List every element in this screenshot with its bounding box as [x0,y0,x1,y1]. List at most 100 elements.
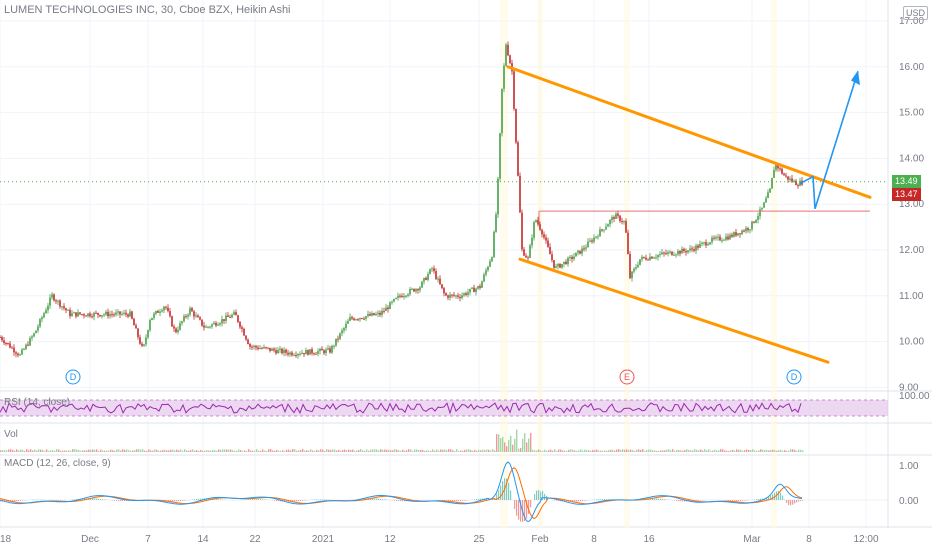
volume-bar [596,449,597,452]
volume-bar [208,451,209,452]
volume-bar [382,450,383,452]
volume-bar [594,450,595,452]
volume-bar [264,451,265,452]
volume-bar [792,449,793,452]
candle-body [567,258,569,264]
macd-histogram-bar [756,499,757,500]
macd-histogram-bar [174,500,175,501]
volume-bar [614,451,615,452]
volume-bar [546,451,547,452]
candle-body [557,264,559,266]
rsi-title[interactable]: RSI (14, close) [4,397,70,408]
candle-body [233,312,235,315]
volume-bar [738,450,739,452]
volume-bar [38,449,39,452]
candle-body [229,317,231,318]
candle-body [157,311,159,313]
macd-histogram-bar [384,499,385,500]
candle-body [235,312,237,315]
volume-bar [310,449,311,452]
volume-bar [480,450,481,452]
volume-bar [82,450,83,452]
macd-histogram-bar [96,499,97,500]
macd-histogram-bar [196,499,197,500]
macd-histogram-bar [260,499,261,500]
volume-bar [406,450,407,452]
macd-histogram-bar [194,499,195,500]
volume-bar [536,450,537,452]
volume-bar [638,449,639,452]
volume-bar [24,451,25,452]
candle-body [783,174,785,176]
candle-body [641,257,643,259]
candle-body [255,346,257,347]
candle-body [735,232,737,235]
volume-bar [740,450,741,452]
macd-histogram-bar [200,499,201,500]
volume-bar [682,451,683,452]
candle-body [707,244,709,245]
volume-bar [732,450,733,452]
volume-bar [414,449,415,452]
candle-body [375,314,377,315]
symbol-title[interactable]: LUMEN TECHNOLOGIES INC, 30, Cboe BZX, He… [4,4,291,16]
candle-body [727,237,729,240]
candle-body [201,320,203,326]
candle-body [227,316,229,317]
volume-bar [568,450,569,452]
candle-body [353,319,355,320]
volume-bar [284,451,285,452]
volume-bar [582,451,583,452]
candle-body [97,313,99,315]
volume-bar [780,450,781,452]
macd-histogram-bar [674,500,675,501]
volume-bar [702,450,703,452]
macd-title[interactable]: MACD (12, 26, close, 9) [4,458,111,469]
candle-body [563,262,565,264]
volume-bar [90,450,91,452]
volume-bar [428,451,429,452]
volume-bar [242,451,243,452]
currency-badge[interactable]: USD [903,6,928,20]
candle-body [503,66,505,89]
volume-bar [338,450,339,452]
candle-body [75,312,77,316]
candle-body [271,349,273,351]
volume-bar [628,450,629,452]
macd-histogram-bar [176,500,177,501]
candle-body [285,350,287,353]
volume-bar [644,451,645,452]
volume-bar [92,449,93,452]
volume-bar [778,450,779,452]
volume-bar [314,451,315,452]
volume-bar [752,449,753,452]
candle-body [609,220,611,224]
candle-body [541,230,543,235]
candle-body [173,326,175,328]
volume-bar [790,449,791,452]
candle-body [139,337,141,343]
candle-body [491,257,493,261]
macd-histogram-bar [516,500,517,516]
volume-bar [586,450,587,452]
drawing-annotations [508,67,870,362]
volume-title[interactable]: Vol [4,429,18,440]
candle-body [583,249,585,250]
candle-body [195,315,197,316]
volume-bar [588,450,589,452]
candle-body [729,235,731,240]
volume-bar [102,450,103,452]
macd-histogram-bar [540,492,541,500]
volume-bar [548,450,549,452]
candle-body [215,323,217,326]
macd-histogram-bar [198,499,199,500]
candle-body [663,252,665,253]
macd-histogram-bar [298,500,299,501]
candle-body [437,279,439,280]
candle-body [299,354,301,355]
candle-body [105,312,107,315]
volume-bar [160,451,161,452]
volume-bar [640,450,641,452]
volume-bar [350,450,351,452]
